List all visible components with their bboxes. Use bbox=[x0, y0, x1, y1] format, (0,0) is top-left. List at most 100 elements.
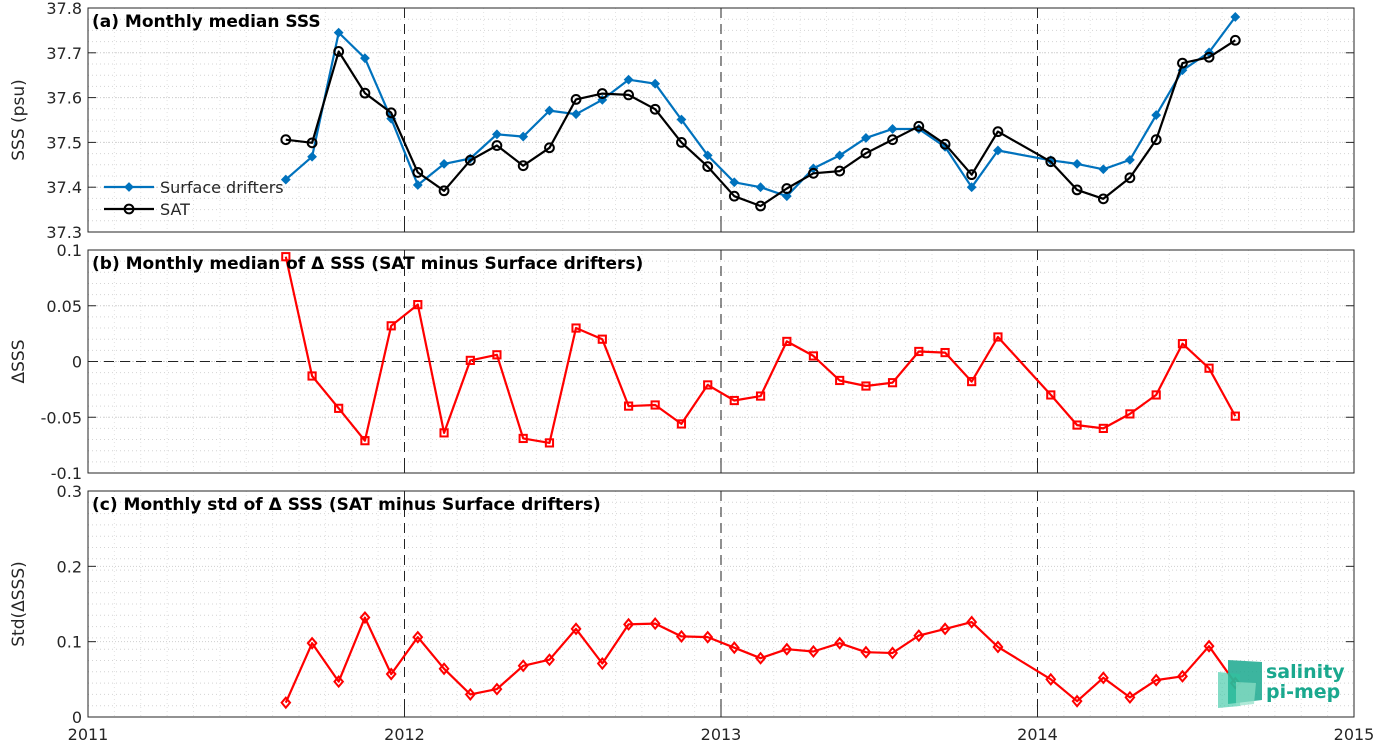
data-point bbox=[517, 160, 529, 172]
y-tick-label: 0.05 bbox=[46, 297, 82, 316]
data-point bbox=[280, 174, 291, 185]
data-point bbox=[623, 401, 634, 411]
data-point bbox=[544, 438, 555, 448]
legend-marker bbox=[123, 203, 135, 215]
data-point bbox=[307, 151, 317, 162]
data-point bbox=[939, 138, 951, 150]
data-point bbox=[887, 646, 899, 660]
data-point bbox=[413, 300, 423, 310]
data-point bbox=[412, 180, 423, 190]
data-point bbox=[1150, 134, 1162, 146]
data-point bbox=[1177, 57, 1188, 69]
data-point bbox=[781, 642, 793, 656]
data-point bbox=[333, 27, 344, 38]
data-point bbox=[1098, 164, 1109, 175]
y-tick-label: -0.1 bbox=[51, 464, 82, 483]
data-point bbox=[755, 200, 766, 212]
data-point bbox=[729, 177, 740, 188]
y-tick-label: 0.1 bbox=[57, 633, 82, 652]
panel-title: (c) Monthly std of Δ SSS (SAT minus Surf… bbox=[92, 495, 601, 515]
data-point bbox=[1230, 12, 1241, 22]
data-point bbox=[1045, 672, 1057, 686]
x-tick-label: 2011 bbox=[68, 725, 109, 744]
series-surface-drifters bbox=[280, 12, 1241, 202]
data-point bbox=[728, 190, 740, 202]
data-point bbox=[1177, 339, 1188, 349]
data-point bbox=[860, 147, 872, 159]
x-tick-label: 2013 bbox=[701, 725, 742, 744]
legend-label: Surface drifters bbox=[160, 178, 284, 197]
data-point bbox=[966, 615, 978, 629]
data-point bbox=[438, 662, 450, 676]
data-point bbox=[993, 332, 1003, 342]
data-point bbox=[280, 134, 292, 146]
data-point bbox=[808, 351, 819, 361]
data-point bbox=[913, 629, 925, 643]
data-point bbox=[1072, 420, 1082, 430]
data-point bbox=[755, 182, 766, 193]
data-point bbox=[861, 381, 871, 391]
y-tick-label: 37.3 bbox=[46, 223, 82, 242]
data-point bbox=[385, 667, 397, 681]
y-axis-label: Std(ΔSSS) bbox=[9, 561, 29, 647]
data-point bbox=[992, 640, 1004, 654]
data-point bbox=[1230, 411, 1240, 421]
data-point bbox=[1151, 110, 1162, 120]
data-point bbox=[307, 371, 317, 381]
data-point bbox=[966, 182, 977, 193]
series-delta-sss bbox=[280, 611, 1241, 710]
data-point bbox=[993, 145, 1003, 156]
data-point bbox=[835, 375, 845, 386]
data-point bbox=[491, 682, 503, 696]
data-point bbox=[834, 636, 846, 650]
panel-c: 0 0.1 0.2 0.3 2011 2012 2013 2014 2015 Std(ΔSSS) (… bbox=[9, 482, 1374, 744]
data-point bbox=[650, 400, 660, 410]
y-tick-label: 37.8 bbox=[46, 0, 82, 18]
data-point bbox=[913, 120, 925, 132]
data-point bbox=[492, 350, 502, 360]
data-point bbox=[385, 107, 397, 119]
data-point bbox=[1071, 184, 1083, 196]
data-point bbox=[439, 158, 449, 169]
data-point bbox=[676, 419, 687, 429]
data-point bbox=[570, 622, 582, 636]
data-point bbox=[860, 645, 872, 659]
data-point bbox=[702, 630, 714, 644]
y-tick-label: 0 bbox=[72, 353, 82, 372]
data-point bbox=[1097, 671, 1109, 685]
series-delta-sss bbox=[281, 252, 1240, 448]
data-point bbox=[782, 336, 792, 347]
series-line bbox=[285, 39, 1236, 208]
data-point bbox=[412, 630, 424, 644]
series-sat bbox=[280, 34, 1241, 212]
data-point bbox=[359, 87, 371, 99]
data-point bbox=[650, 78, 661, 89]
data-point bbox=[1150, 673, 1162, 687]
data-point bbox=[728, 641, 740, 655]
data-point bbox=[966, 169, 978, 181]
data-point bbox=[333, 46, 345, 57]
data-point bbox=[781, 191, 792, 202]
data-point bbox=[1071, 694, 1083, 708]
data-point bbox=[914, 346, 924, 357]
data-point bbox=[702, 150, 713, 161]
data-point bbox=[306, 636, 318, 650]
data-point bbox=[1203, 51, 1215, 63]
data-point bbox=[1072, 158, 1082, 169]
series-line bbox=[285, 16, 1237, 198]
y-tick-label: 0 bbox=[72, 708, 82, 727]
data-point bbox=[412, 167, 424, 178]
data-point bbox=[281, 252, 291, 262]
data-point bbox=[755, 391, 766, 401]
logo-emblem-icon bbox=[1218, 660, 1262, 708]
legend-label: SAT bbox=[160, 200, 190, 219]
data-point bbox=[491, 140, 503, 151]
series-line bbox=[284, 256, 1237, 444]
data-point bbox=[676, 137, 687, 148]
data-point bbox=[887, 124, 898, 134]
data-point bbox=[1045, 156, 1057, 168]
data-point bbox=[887, 378, 898, 388]
x-tick-label: 2014 bbox=[1017, 725, 1058, 744]
data-point bbox=[623, 74, 634, 85]
